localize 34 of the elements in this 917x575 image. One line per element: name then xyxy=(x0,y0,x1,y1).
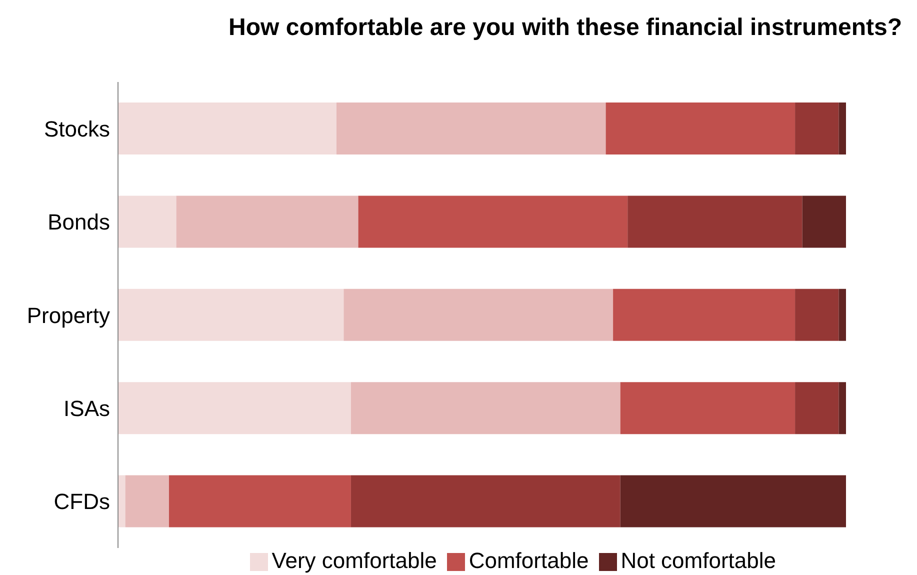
bar xyxy=(620,475,846,528)
bar xyxy=(118,102,336,155)
bar xyxy=(168,475,351,528)
y-tick-label: ISAs xyxy=(64,396,110,422)
bar xyxy=(350,475,620,528)
bar xyxy=(125,475,169,528)
legend-label: Comfortable xyxy=(468,548,589,573)
y-tick-label: Property xyxy=(26,302,110,328)
bar xyxy=(795,382,839,434)
bar xyxy=(838,102,846,155)
bar xyxy=(176,196,358,248)
legend-label: Not comfortable xyxy=(620,548,776,573)
y-tick-label: CFDs xyxy=(54,489,110,514)
bar xyxy=(344,288,614,341)
legend-label: Very comfortable xyxy=(272,548,437,573)
bar xyxy=(336,102,606,155)
chart-title: How comfortable are you with these financial instruments? xyxy=(228,13,903,43)
bar xyxy=(118,196,176,248)
bar xyxy=(802,196,846,248)
bar xyxy=(620,382,796,434)
bar xyxy=(838,288,846,341)
bar xyxy=(838,382,846,434)
bar xyxy=(118,382,351,434)
bar xyxy=(118,475,126,528)
bar xyxy=(795,102,839,155)
bar xyxy=(606,102,796,155)
y-tick-label: Bonds xyxy=(48,210,110,235)
bar xyxy=(118,288,344,341)
bar xyxy=(628,196,802,248)
bar xyxy=(613,288,796,341)
bar xyxy=(358,196,628,248)
bar xyxy=(350,382,620,434)
bar xyxy=(795,288,839,341)
y-tick-label: Stocks xyxy=(44,116,110,142)
